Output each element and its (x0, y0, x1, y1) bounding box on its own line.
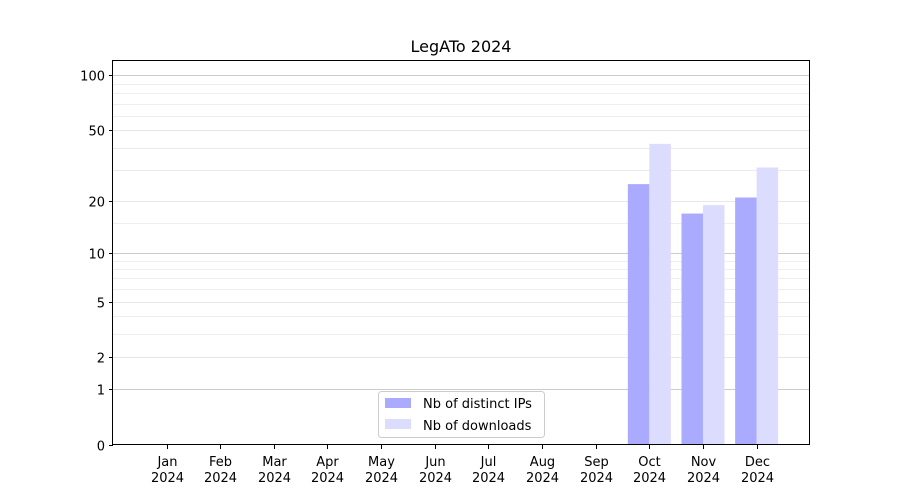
x-tick-label-month: Aug (530, 455, 555, 470)
bars (627, 143, 779, 446)
bar-downloads (756, 167, 779, 445)
y-tick-label: 50 (88, 125, 105, 140)
plot-frame (112, 60, 810, 445)
y-tick-label: 10 (88, 248, 105, 263)
x-tick-label-month: May (368, 455, 395, 470)
y-tick-label: 0 (97, 440, 105, 455)
x-tick-label-month: Apr (316, 455, 339, 470)
bar-distinct-ips (735, 197, 757, 445)
x-tick-label-year: 2024 (633, 471, 666, 486)
x-tick-label-month: Nov (691, 455, 717, 470)
y-axis: 0 1 2 5 10 20 50 100 (80, 70, 113, 455)
legend: Nb of distinct IPs Nb of downloads (378, 391, 545, 438)
x-tick-label-month: Jun (424, 455, 445, 470)
chart-title: LegATo 2024 (411, 37, 512, 56)
x-tick-label-month: Jul (480, 455, 497, 470)
legend-swatch-distinct-ips (385, 398, 411, 408)
x-tick-label-month: Mar (262, 455, 287, 470)
bar-downloads (649, 143, 671, 445)
x-tick-label-year: 2024 (687, 471, 720, 486)
x-tick-label-year: 2024 (151, 471, 184, 486)
x-tick-label-month: Sep (584, 455, 609, 470)
x-tick-label-year: 2024 (526, 471, 559, 486)
legend-label-distinct-ips: Nb of distinct IPs (423, 397, 532, 412)
legend-label-downloads: Nb of downloads (423, 419, 532, 434)
legend-box (378, 391, 545, 438)
legend-swatch-downloads (385, 419, 411, 429)
x-axis: Jan2024Feb2024Mar2024Apr2024May2024Jun20… (151, 445, 774, 486)
y-tick-label: 20 (88, 196, 105, 211)
bar-downloads (703, 205, 725, 445)
x-tick-label-month: Feb (209, 455, 232, 470)
bar-distinct-ips (627, 184, 650, 446)
x-tick-label-year: 2024 (472, 471, 505, 486)
y-tick-label: 2 (97, 352, 105, 367)
x-tick-label-year: 2024 (365, 471, 398, 486)
x-tick-label-year: 2024 (741, 471, 774, 486)
x-tick-label-month: Oct (638, 455, 660, 470)
y-tick-label: 1 (97, 384, 105, 399)
x-tick-label-year: 2024 (419, 471, 452, 486)
x-tick-label-month: Jan (156, 455, 177, 470)
x-tick-label-year: 2024 (580, 471, 613, 486)
x-tick-label-year: 2024 (204, 471, 237, 486)
x-tick-label-year: 2024 (258, 471, 291, 486)
x-tick-label-year: 2024 (311, 471, 344, 486)
x-tick-label-month: Dec (745, 455, 770, 470)
y-tick-label: 100 (80, 70, 105, 85)
bar-distinct-ips (681, 213, 703, 445)
y-tick-label: 5 (97, 297, 105, 312)
